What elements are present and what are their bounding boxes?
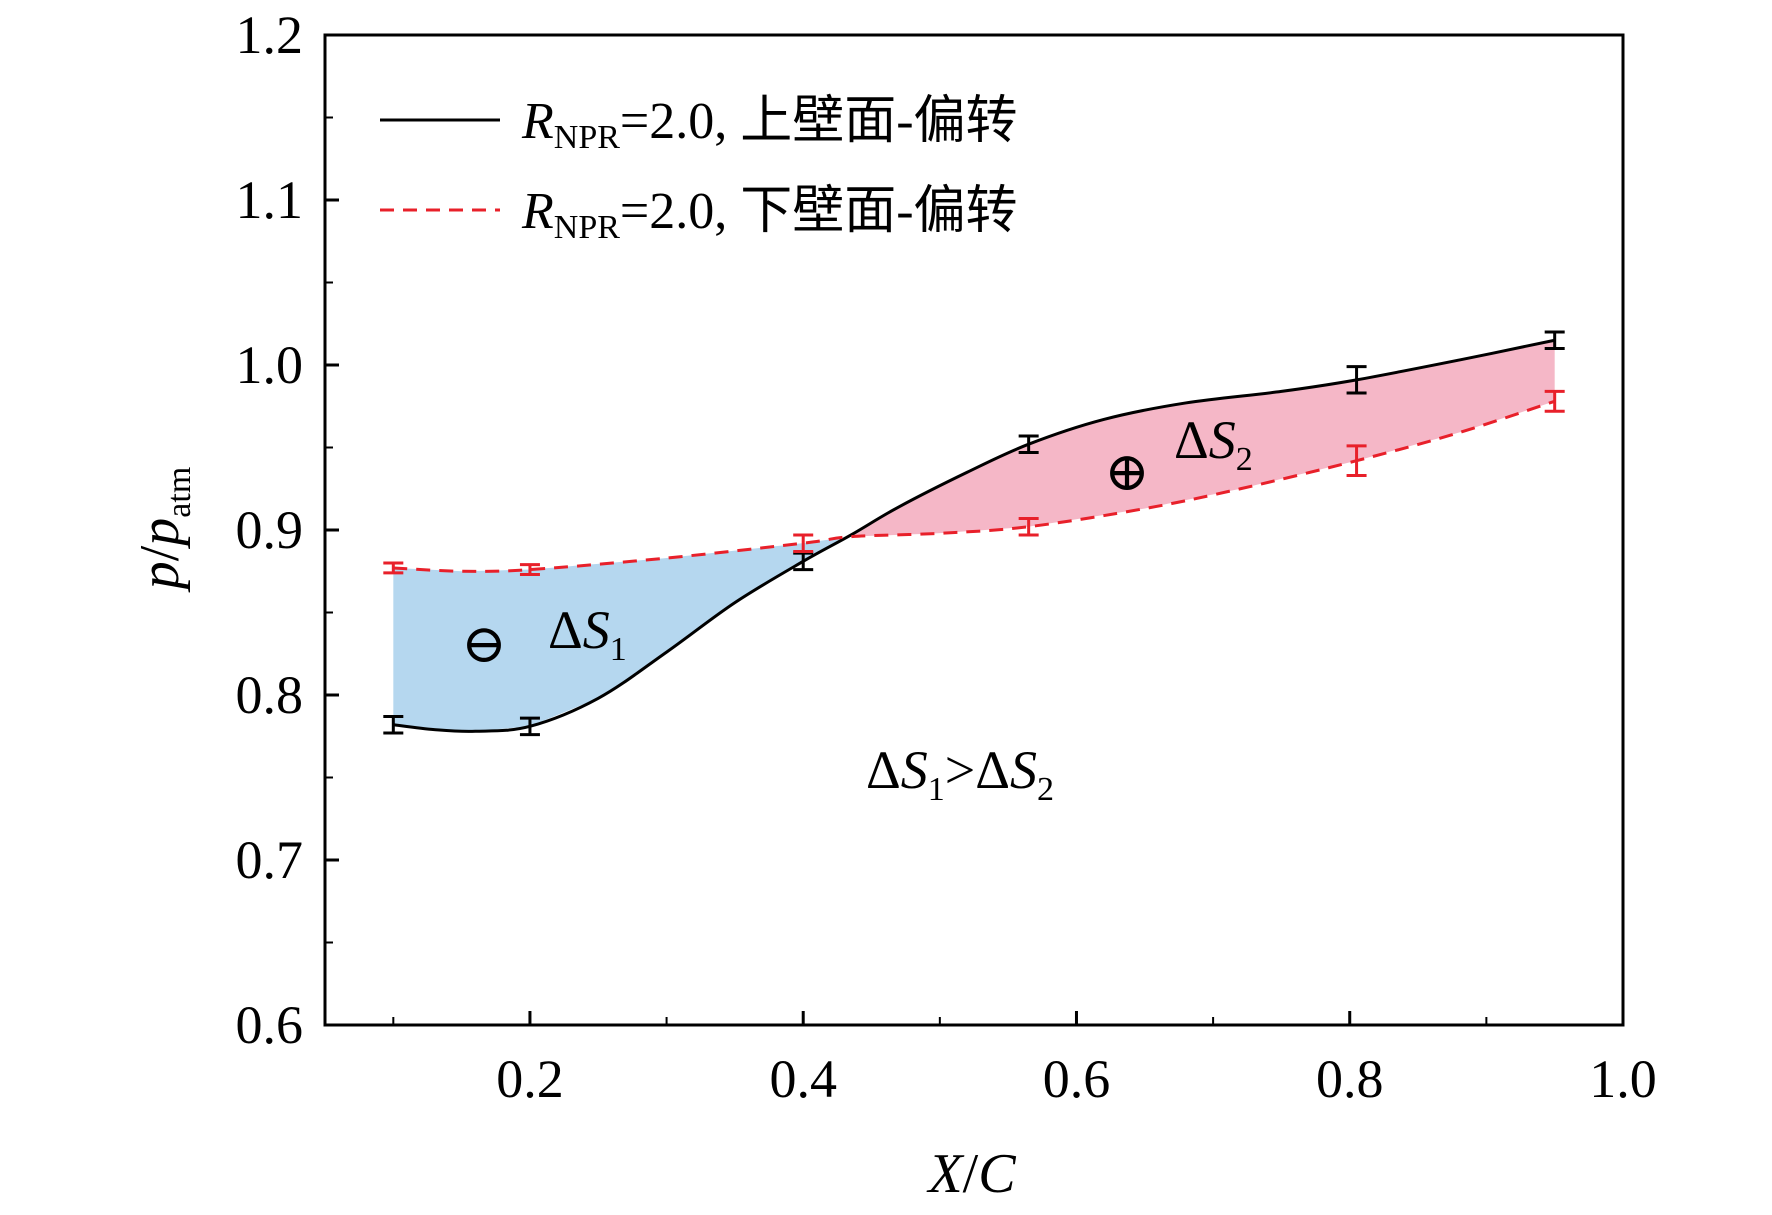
x-tick-label: 0.4 xyxy=(769,1049,837,1109)
y-tick-label: 0.8 xyxy=(236,665,304,725)
error-bar xyxy=(1544,330,1565,350)
y-tick-label: 0.9 xyxy=(236,500,304,560)
y-tick-label: 0.7 xyxy=(236,830,304,890)
plot-frame xyxy=(323,33,1625,1027)
series-layer xyxy=(383,330,1565,737)
annotation-s2: ⊕ ΔS2 xyxy=(1104,410,1252,502)
error-bar xyxy=(793,533,814,553)
x-tick-label: 0.6 xyxy=(1043,1049,1111,1109)
y-axis-label: p/patm xyxy=(129,467,198,594)
delta-s1-label: ΔS1 xyxy=(548,600,627,668)
error-bar xyxy=(1018,516,1039,537)
error-bar xyxy=(1346,444,1367,478)
error-bar xyxy=(1544,389,1565,413)
tick-labels: 0.2 0.4 0.6 0.8 1.0 0.6 0.7 0.8 0.9 1.0 1.1 1.2 xyxy=(236,5,1657,1109)
annotation-s1: ⊖ ΔS1 xyxy=(461,600,626,674)
comparison-label: ΔS1>ΔS2 xyxy=(866,740,1054,808)
error-bar xyxy=(519,716,540,737)
plus-circle-icon: ⊕ xyxy=(1104,442,1149,502)
series-line-upper xyxy=(393,338,1555,733)
legend-label-upper: RNPR=2.0, 上壁面-偏转 xyxy=(521,93,1018,156)
error-bar xyxy=(1346,365,1367,395)
region-delta-s1 xyxy=(393,534,852,732)
x-axis-label: X/C xyxy=(926,1143,1016,1205)
series-line-lower xyxy=(393,399,1556,573)
error-bar xyxy=(519,563,540,577)
legend-label-lower: RNPR=2.0, 下壁面-偏转 xyxy=(521,183,1018,246)
legend: RNPR=2.0, 上壁面-偏转 RNPR=2.0, 下壁面-偏转 xyxy=(380,93,1018,246)
error-bar xyxy=(793,551,814,572)
x-tick-label: 0.2 xyxy=(496,1049,564,1109)
y-tick-label: 0.6 xyxy=(236,995,304,1055)
x-tick-label: 0.8 xyxy=(1316,1049,1384,1109)
x-tick-label: 1.0 xyxy=(1589,1049,1657,1109)
minus-circle-icon: ⊖ xyxy=(461,614,506,674)
y-tick-label: 1.2 xyxy=(236,5,304,65)
error-bar xyxy=(383,714,404,735)
error-bar xyxy=(383,561,404,575)
error-bar xyxy=(1018,434,1039,454)
region-delta-s2 xyxy=(851,340,1555,537)
y-tick-label: 1.1 xyxy=(236,170,304,230)
delta-s2-label: ΔS2 xyxy=(1174,410,1253,478)
y-tick-label: 1.0 xyxy=(236,335,304,395)
shaded-regions xyxy=(393,340,1555,732)
